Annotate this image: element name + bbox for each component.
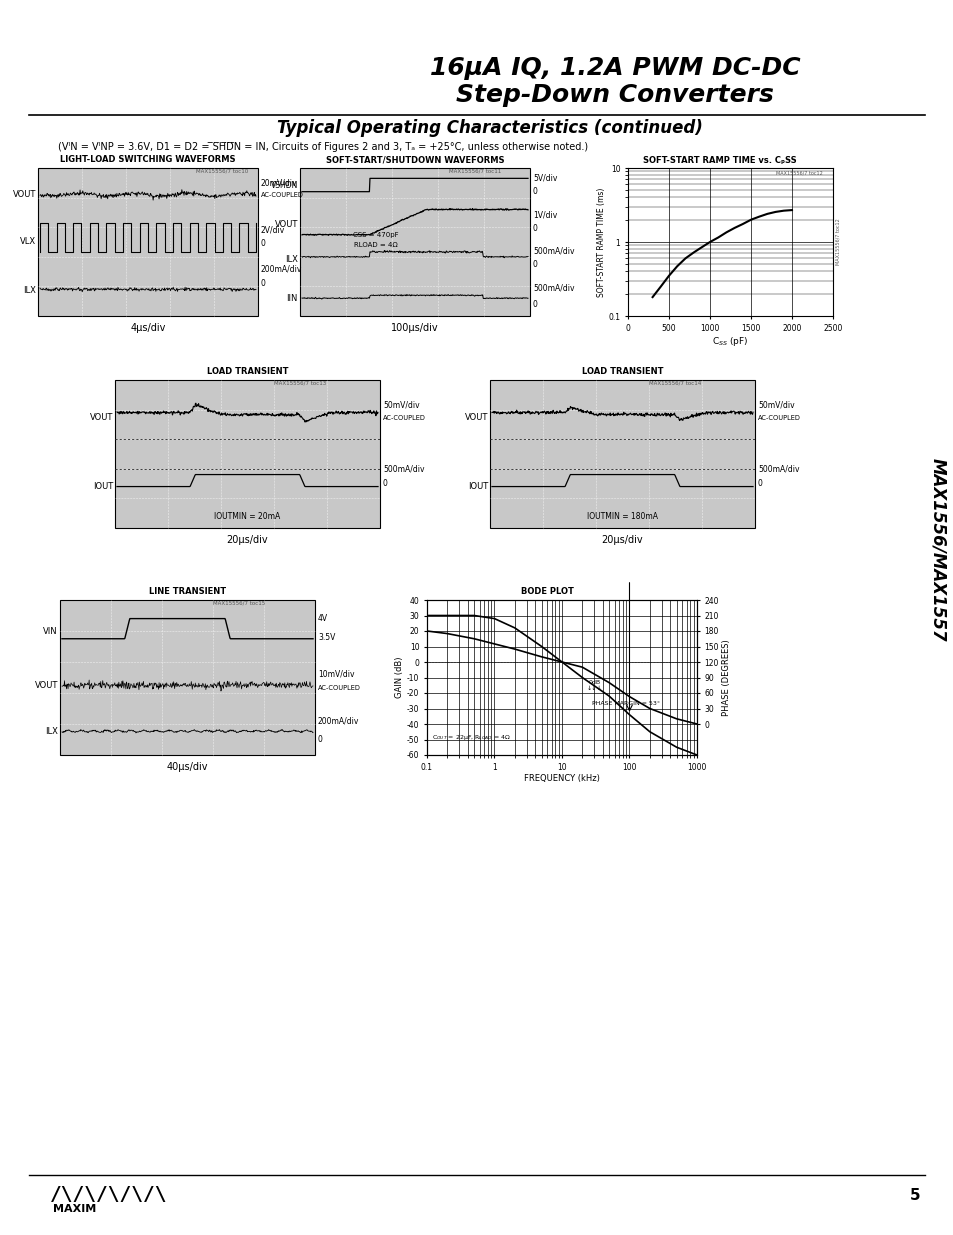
- Text: 0: 0: [533, 300, 537, 309]
- Text: 40μs/div: 40μs/div: [167, 762, 208, 772]
- Text: AC-COUPLED: AC-COUPLED: [317, 685, 360, 692]
- Text: 0: 0: [533, 259, 537, 269]
- Text: VLX: VLX: [20, 237, 36, 247]
- Text: 200mA/div: 200mA/div: [261, 264, 302, 273]
- Text: 5V/div: 5V/div: [533, 174, 557, 183]
- Text: IOUTMIN = 20mA: IOUTMIN = 20mA: [214, 511, 280, 521]
- Text: AC-COUPLED: AC-COUPLED: [382, 415, 425, 421]
- X-axis label: FREQUENCY (kHz): FREQUENCY (kHz): [523, 774, 599, 783]
- Bar: [490, 380, 754, 529]
- Text: 0: 0: [533, 188, 537, 196]
- Text: 5: 5: [909, 1188, 920, 1203]
- Text: VOUT: VOUT: [12, 190, 36, 199]
- Text: MAXIM: MAXIM: [53, 1204, 96, 1214]
- Text: AC-COUPLED: AC-COUPLED: [261, 191, 304, 198]
- Text: 0: 0: [261, 240, 266, 248]
- Bar: [299, 168, 530, 316]
- Text: SOFT-START RAMP TIME vs. CₚSS: SOFT-START RAMP TIME vs. CₚSS: [642, 156, 796, 164]
- Text: VOUT: VOUT: [274, 220, 297, 228]
- Text: VOUT: VOUT: [464, 412, 488, 421]
- Text: ILX: ILX: [23, 287, 36, 295]
- Text: IOUT: IOUT: [92, 482, 112, 492]
- Text: CSS = 470pF: CSS = 470pF: [353, 232, 398, 237]
- Text: 500mA/div: 500mA/div: [533, 283, 574, 293]
- Text: IIN: IIN: [286, 294, 297, 303]
- Text: MAX1556/MAX1557: MAX1556/MAX1557: [928, 458, 946, 642]
- Text: 0: 0: [261, 279, 266, 288]
- Text: C$_{OUT}$ = 22μF, R$_{LOAD}$ = 4Ω: C$_{OUT}$ = 22μF, R$_{LOAD}$ = 4Ω: [432, 734, 511, 742]
- Text: MAX15556/7 toc15: MAX15556/7 toc15: [213, 600, 265, 605]
- Bar: [115, 380, 379, 529]
- Text: 0dB
↓↓↓: 0dB ↓↓↓: [586, 680, 601, 690]
- Text: 0: 0: [382, 479, 388, 488]
- Text: BODE PLOT: BODE PLOT: [520, 588, 574, 597]
- Text: 20μs/div: 20μs/div: [601, 535, 642, 545]
- Text: VSHDN: VSHDN: [271, 182, 297, 190]
- Text: 4V: 4V: [317, 614, 328, 624]
- Y-axis label: GAIN (dB): GAIN (dB): [395, 657, 404, 698]
- Text: IOUT: IOUT: [467, 482, 488, 492]
- Text: 0: 0: [758, 479, 762, 488]
- Text: (VᴵN = VᴵNP = 3.6V, D1 = D2 = ̅S̅H̅D̅N = IN, Circuits of Figures 2 and 3, Tₐ = +: (VᴵN = VᴵNP = 3.6V, D1 = D2 = ̅S̅H̅D̅N =…: [58, 142, 587, 152]
- Text: MAX15556/7 toc16: MAX15556/7 toc16: [596, 600, 648, 605]
- Text: RLOAD = 4Ω: RLOAD = 4Ω: [354, 242, 397, 248]
- Text: 3.5V: 3.5V: [317, 632, 335, 642]
- Text: IOUTMIN = 180mA: IOUTMIN = 180mA: [586, 511, 658, 521]
- Text: 10mV/div: 10mV/div: [317, 669, 355, 679]
- Text: 20μs/div: 20μs/div: [227, 535, 268, 545]
- Text: 200mA/div: 200mA/div: [317, 716, 359, 725]
- Text: /\/\/\/\/\: /\/\/\/\/\: [50, 1186, 168, 1204]
- Text: MAX15556/7 toc11: MAX15556/7 toc11: [449, 168, 501, 173]
- Text: 20mV/div: 20mV/div: [261, 178, 297, 188]
- Text: ILX: ILX: [285, 256, 297, 264]
- Text: 500mA/div: 500mA/div: [382, 464, 424, 473]
- Text: MAX15556/7 toc10: MAX15556/7 toc10: [196, 168, 249, 173]
- Text: MAX15556/7 toc14: MAX15556/7 toc14: [648, 380, 700, 385]
- Text: LOAD TRANSIENT: LOAD TRANSIENT: [207, 368, 288, 377]
- Text: LIGHT-LOAD SWITCHING WAVEFORMS: LIGHT-LOAD SWITCHING WAVEFORMS: [60, 156, 235, 164]
- Text: Typical Operating Characteristics (continued): Typical Operating Characteristics (conti…: [276, 119, 702, 137]
- Text: MAX15556/7 toc13: MAX15556/7 toc13: [274, 380, 326, 385]
- Y-axis label: PHASE (DEGREES): PHASE (DEGREES): [721, 640, 730, 716]
- X-axis label: C$_{SS}$ (pF): C$_{SS}$ (pF): [712, 336, 748, 348]
- Y-axis label: SOFT-START RAMP TIME (ms): SOFT-START RAMP TIME (ms): [596, 188, 605, 296]
- Text: MAX15556/7 toc12: MAX15556/7 toc12: [834, 219, 840, 266]
- Text: 0: 0: [317, 735, 322, 743]
- Text: 100μs/div: 100μs/div: [391, 324, 438, 333]
- Text: VOUT: VOUT: [34, 680, 58, 690]
- Bar: [38, 168, 257, 316]
- Text: MAX15556/7 toc12: MAX15556/7 toc12: [775, 170, 821, 175]
- Text: VIN: VIN: [43, 626, 58, 636]
- Text: 50mV/div: 50mV/div: [758, 400, 794, 410]
- Text: Step-Down Converters: Step-Down Converters: [456, 83, 773, 107]
- Text: 2V/div: 2V/div: [261, 226, 285, 235]
- Text: PHASE MARGIN = 53°: PHASE MARGIN = 53°: [592, 701, 659, 706]
- Text: SOFT-START/SHUTDOWN WAVEFORMS: SOFT-START/SHUTDOWN WAVEFORMS: [325, 156, 504, 164]
- Text: 50mV/div: 50mV/div: [382, 400, 419, 410]
- Text: ILX: ILX: [45, 727, 58, 736]
- Text: VOUT: VOUT: [90, 412, 112, 421]
- Text: AC-COUPLED: AC-COUPLED: [758, 415, 800, 421]
- Bar: [60, 600, 314, 755]
- Text: 16μA IQ, 1.2A PWM DC-DC: 16μA IQ, 1.2A PWM DC-DC: [429, 56, 800, 80]
- Text: 500mA/div: 500mA/div: [758, 464, 799, 473]
- Text: 0: 0: [533, 225, 537, 233]
- Text: 1V/div: 1V/div: [533, 211, 557, 220]
- Text: LINE TRANSIENT: LINE TRANSIENT: [149, 588, 226, 597]
- Text: LOAD TRANSIENT: LOAD TRANSIENT: [581, 368, 662, 377]
- Text: 500mA/div: 500mA/div: [533, 246, 574, 256]
- Text: 4μs/div: 4μs/div: [131, 324, 166, 333]
